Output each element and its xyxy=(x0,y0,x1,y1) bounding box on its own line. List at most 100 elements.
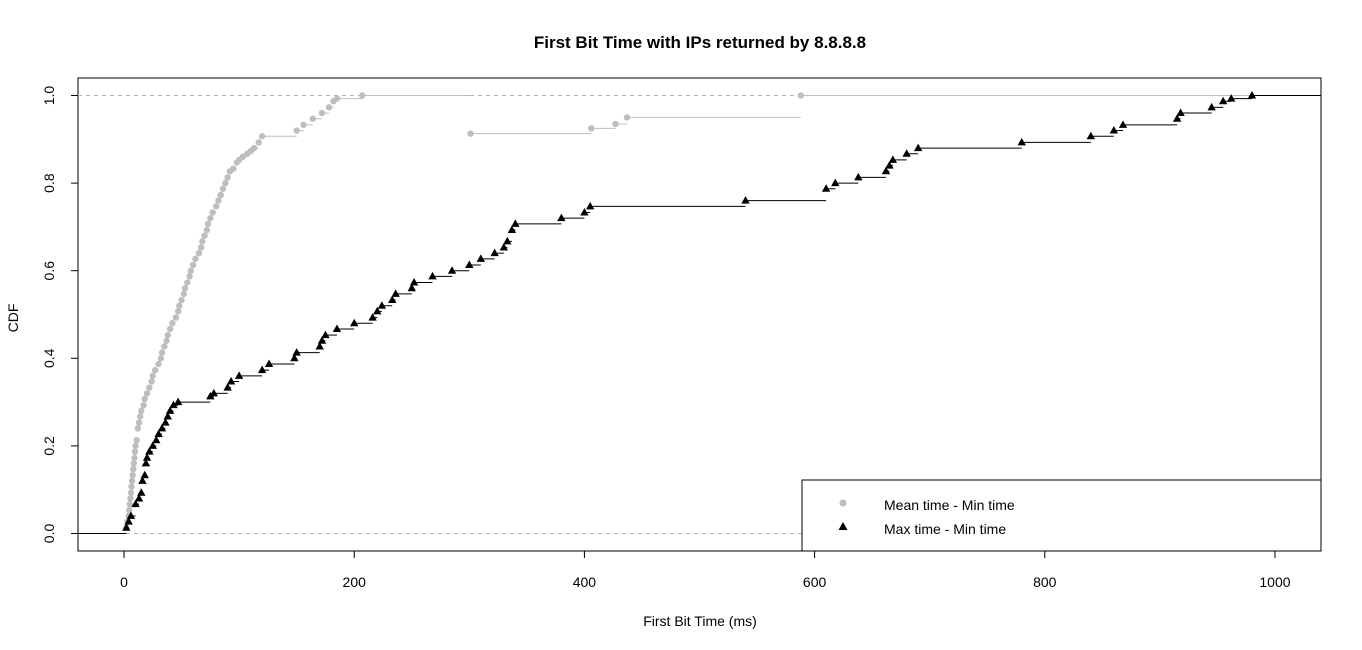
series-0-point-36 xyxy=(174,308,182,315)
series-0-point-54 xyxy=(212,203,220,210)
series-1-point-43 xyxy=(465,260,474,269)
series-0-point-58 xyxy=(222,179,229,187)
chart-title: First Bit Time with IPs returned by 8.8.… xyxy=(534,33,866,52)
y-tick-label-3: 0.6 xyxy=(41,261,57,281)
x-tick-label-4: 800 xyxy=(1033,574,1057,590)
legend-label-max: Max time - Min time xyxy=(884,521,1006,537)
series-1-point-60 xyxy=(902,149,911,157)
series-1-point-18 xyxy=(169,400,178,409)
series-0-point-34 xyxy=(169,320,176,327)
series-1-point-46 xyxy=(499,242,509,251)
series-0-point-80 xyxy=(612,120,619,128)
series-0-point-24 xyxy=(148,378,155,385)
series-1-point-69 xyxy=(1218,96,1228,105)
series-0-point-9 xyxy=(129,472,136,479)
series-1-point-42 xyxy=(447,266,457,274)
series-1-point-2 xyxy=(126,511,136,519)
series-0-point-16 xyxy=(134,425,142,432)
series-1-point-6 xyxy=(138,476,147,484)
series-1-point-63 xyxy=(1086,131,1096,140)
series-1-point-49 xyxy=(511,219,520,227)
series-1-point-12 xyxy=(152,435,161,444)
series-0-point-25 xyxy=(149,372,157,380)
series-1-point-28 xyxy=(292,348,301,356)
series-1-point-5 xyxy=(137,488,146,496)
series-1-point-17 xyxy=(165,406,175,414)
series-1-point-56 xyxy=(854,172,863,181)
series-1-point-53 xyxy=(741,196,750,204)
series-0-point-52 xyxy=(207,214,214,222)
series-0-point-37 xyxy=(176,302,183,309)
series-1-point-34 xyxy=(368,313,377,321)
series-0-point-57 xyxy=(219,185,227,193)
series-0-point-82 xyxy=(797,92,804,99)
series-0-point-70 xyxy=(293,127,300,134)
series-1-point-68 xyxy=(1207,102,1216,111)
series-0-point-67 xyxy=(250,144,258,152)
y-tick-label-2: 0.4 xyxy=(41,348,57,368)
series-0-point-79 xyxy=(588,125,595,132)
y-tick-label-0: 0.0 xyxy=(41,524,57,544)
series-1-point-61 xyxy=(913,143,923,152)
series-0-point-7 xyxy=(128,483,135,490)
series-0-point-76 xyxy=(333,95,341,102)
series-0-point-56 xyxy=(217,191,224,199)
series-1-point-65 xyxy=(1118,120,1128,128)
series-0-point-55 xyxy=(215,197,222,204)
series-0-point-4 xyxy=(126,500,133,508)
series-1-point-25 xyxy=(257,365,267,374)
series-1-point-26 xyxy=(264,359,274,367)
series-0-point-71 xyxy=(300,121,307,129)
series-0-point-30 xyxy=(161,343,168,350)
series-0-point-41 xyxy=(184,279,191,286)
plot-frame xyxy=(77,77,1322,552)
series-0-point-43 xyxy=(187,267,194,274)
series-1-point-36 xyxy=(377,301,387,309)
series-0-point-47 xyxy=(197,244,205,251)
series-0-point-10 xyxy=(130,465,137,473)
series-1-point-32 xyxy=(332,324,342,332)
series-1-point-45 xyxy=(490,248,499,257)
series-0-point-50 xyxy=(203,226,211,234)
series-1-point-16 xyxy=(163,412,172,420)
series-0-point-45 xyxy=(192,255,199,263)
series-0-point-8 xyxy=(128,477,136,485)
series-1-point-23 xyxy=(226,377,236,385)
x-tick-label-0: 0 xyxy=(120,574,128,590)
legend-label-mean: Mean time - Min time xyxy=(884,497,1015,513)
series-1-point-19 xyxy=(173,397,183,406)
series-1-point-47 xyxy=(503,236,512,245)
series-0-point-81 xyxy=(623,114,631,121)
series-0-point-40 xyxy=(181,285,189,292)
series-0-point-38 xyxy=(178,296,185,304)
series-1-point-62 xyxy=(1017,137,1026,146)
series-1-point-70 xyxy=(1227,94,1236,102)
series-0-point-42 xyxy=(186,273,193,280)
series-1-point-38 xyxy=(391,289,400,297)
y-axis-label: CDF xyxy=(5,304,21,333)
series-1-point-22 xyxy=(223,383,232,391)
series-0-point-61 xyxy=(230,165,237,172)
x-axis-label: First Bit Time (ms) xyxy=(643,613,757,629)
series-1-point-71 xyxy=(1247,91,1257,99)
series-1-point-31 xyxy=(321,330,330,339)
series-0-point-26 xyxy=(151,366,159,374)
series-1-point-13 xyxy=(154,429,163,438)
series-0-point-44 xyxy=(189,261,197,269)
x-tick-label-1: 200 xyxy=(343,574,367,590)
series-0-point-5 xyxy=(127,495,134,502)
series-0-point-53 xyxy=(209,209,216,216)
series-0-point-59 xyxy=(224,174,231,181)
series-0-point-77 xyxy=(359,92,366,99)
series-1-point-29 xyxy=(315,341,324,350)
series-0-point-31 xyxy=(163,337,170,344)
y-tick-label-5: 1.0 xyxy=(41,86,57,106)
series-0-point-17 xyxy=(135,419,143,426)
x-tick-label-3: 600 xyxy=(803,574,827,590)
series-1-point-7 xyxy=(140,470,149,479)
series-0-point-19 xyxy=(138,407,145,415)
y-tick-label-1: 0.2 xyxy=(41,436,57,456)
series-0-point-18 xyxy=(136,413,144,420)
series-1-point-1 xyxy=(124,517,133,525)
x-tick-label-5: 1000 xyxy=(1259,574,1290,590)
